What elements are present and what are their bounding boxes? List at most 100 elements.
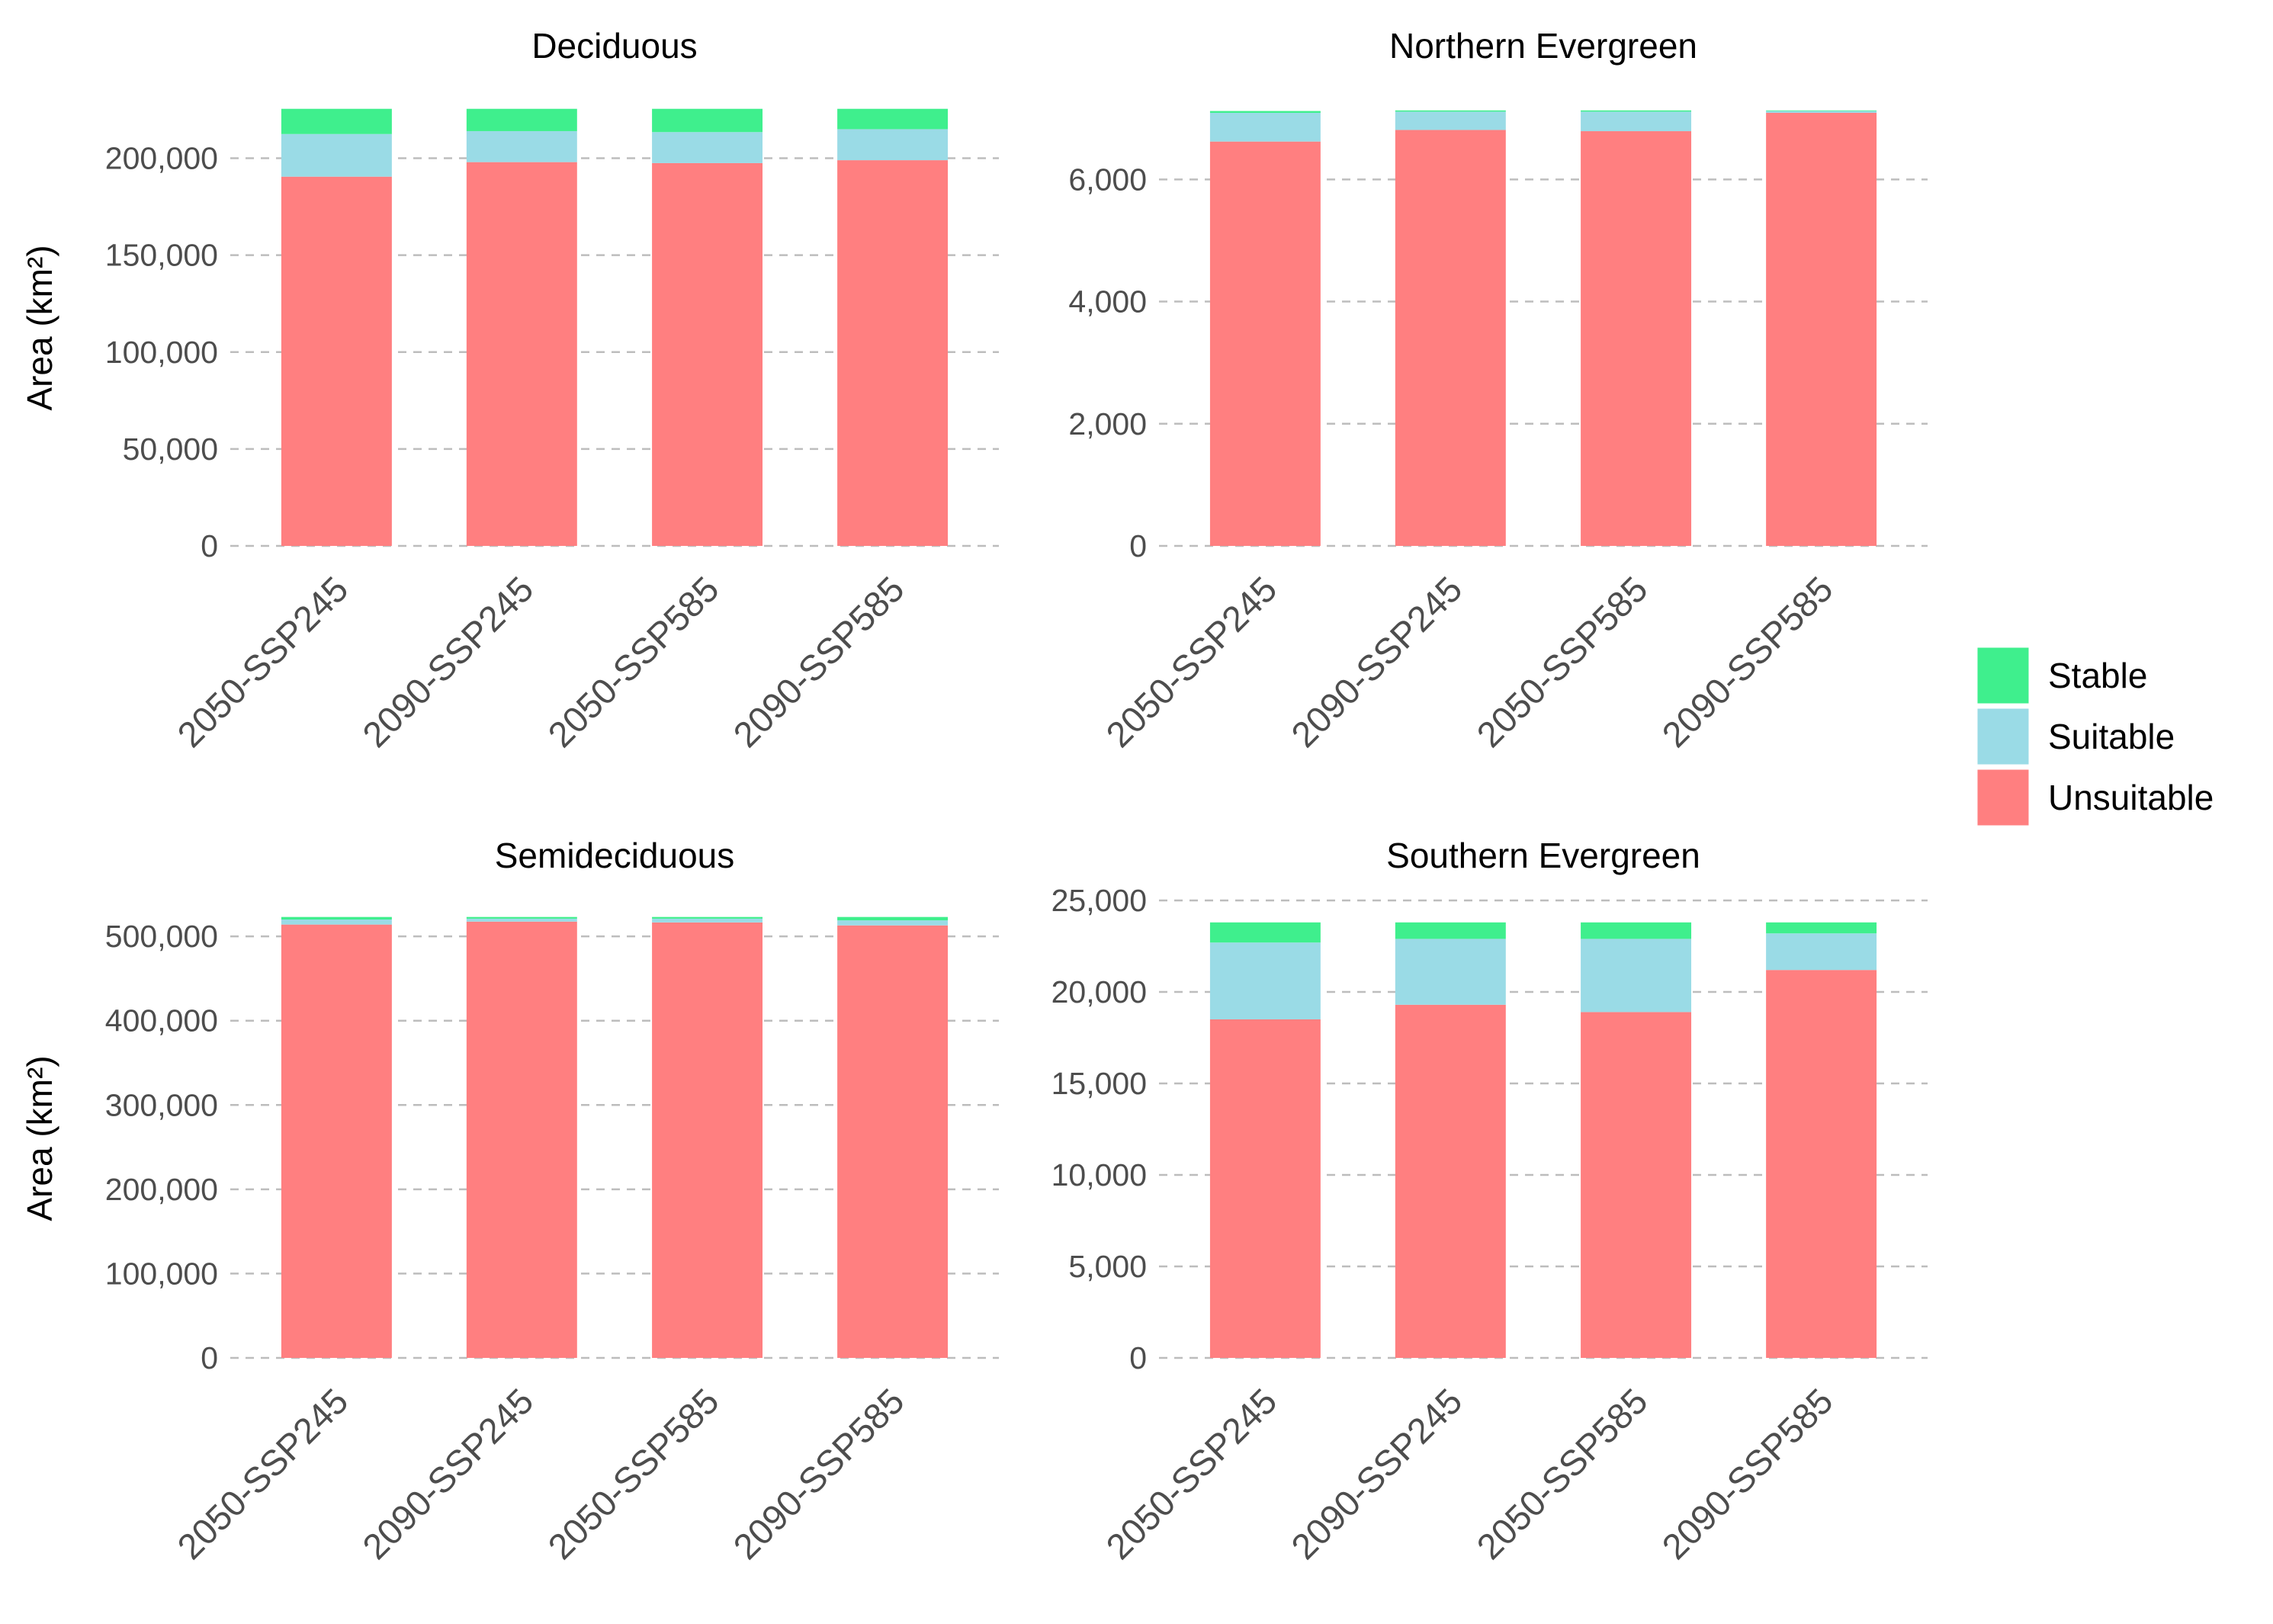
x-tick-label: 2050-SSP245 <box>169 1381 355 1567</box>
bar-stable <box>281 108 392 134</box>
y-tick-label: 0 <box>201 528 218 563</box>
bar-suitable <box>837 920 949 926</box>
y-axis-title: Area (km²) <box>20 245 59 410</box>
legend-swatch-suitable <box>1975 706 2031 767</box>
legend-label: Stable <box>2048 656 2147 695</box>
bar-suitable <box>466 918 577 922</box>
y-tick-label: 150,000 <box>105 238 218 273</box>
x-tick-label: 2090-SSP245 <box>1283 1381 1469 1567</box>
y-tick-label: 400,000 <box>105 1003 218 1038</box>
x-tick-label: 2050-SSP585 <box>1469 569 1655 755</box>
panel-northern-evergreen: Northern Evergreen 0 2,000 4,000 6,000 2050-S… <box>1068 26 1928 755</box>
bar-suitable <box>1395 939 1506 1005</box>
panel-title: Northern Evergreen <box>1389 26 1697 66</box>
y-tick-label: 20,000 <box>1051 974 1147 1009</box>
legend-label: Unsuitable <box>2048 778 2214 817</box>
y-tick-label: 25,000 <box>1051 883 1147 918</box>
bar-stable <box>1766 922 1877 934</box>
y-tick-label: 50,000 <box>123 432 218 467</box>
bar-stable <box>1581 922 1692 939</box>
bar-suitable <box>1581 939 1692 1013</box>
bar-stable <box>1395 922 1506 939</box>
y-tick-label: 15,000 <box>1051 1066 1147 1101</box>
x-tick-label: 2090-SSP245 <box>1283 569 1469 755</box>
bar-stable <box>837 916 949 921</box>
bar-unsuitable <box>281 924 392 1358</box>
panel-deciduous: Deciduous Area (km²) 0 50,000 100,000 150,000… <box>20 26 999 755</box>
legend-swatch-stable <box>1975 645 2031 706</box>
bar-suitable <box>1395 111 1506 130</box>
x-tick-label: 2050-SSP585 <box>1469 1381 1655 1567</box>
bar-suitable <box>281 920 392 925</box>
bar-suitable <box>281 133 392 177</box>
bar-unsuitable <box>1395 1004 1506 1358</box>
bar-suitable <box>1766 933 1877 971</box>
bar-unsuitable <box>837 160 949 546</box>
panel-title: Deciduous <box>531 26 697 66</box>
bar-suitable <box>837 129 949 161</box>
bar-suitable <box>466 130 577 162</box>
x-tick-label: 2090-SSP585 <box>1654 1381 1840 1567</box>
y-axis-title: Area (km²) <box>20 1055 59 1221</box>
y-tick-label: 200,000 <box>105 1172 218 1207</box>
y-tick-label: 500,000 <box>105 919 218 954</box>
bar-unsuitable <box>837 925 949 1358</box>
y-tick-label: 0 <box>1129 1340 1147 1375</box>
bar-stable <box>652 916 763 919</box>
legend: Stable Suitable Unsuitable <box>1975 645 2214 828</box>
bar-stable <box>837 108 949 130</box>
bar-stable <box>1395 110 1506 112</box>
y-tick-label: 2,000 <box>1068 406 1147 441</box>
bar-unsuitable <box>1581 1012 1692 1358</box>
x-tick-label: 2050-SSP245 <box>169 569 355 755</box>
x-tick-label: 2090-SSP245 <box>355 1381 541 1567</box>
bar-stable <box>466 108 577 131</box>
bar-unsuitable <box>1395 130 1506 546</box>
bar-unsuitable <box>281 176 392 546</box>
panel-semideciduous: Semideciduous Area (km²) 0 100,000 200,000 30… <box>20 836 999 1567</box>
bar-suitable <box>1209 113 1321 142</box>
x-tick-label: 2050-SSP585 <box>540 569 726 755</box>
x-tick-label: 2090-SSP585 <box>725 569 911 755</box>
bar-unsuitable <box>1209 1019 1321 1358</box>
bar-unsuitable <box>652 922 763 1358</box>
y-tick-label: 300,000 <box>105 1087 218 1122</box>
x-tick-label: 2090-SSP585 <box>1654 569 1840 755</box>
bar-suitable <box>652 918 763 923</box>
bar-suitable <box>652 132 763 163</box>
bar-stable <box>1209 111 1321 114</box>
y-tick-label: 10,000 <box>1051 1157 1147 1192</box>
bar-unsuitable <box>1766 113 1877 546</box>
y-tick-label: 4,000 <box>1068 284 1147 319</box>
panel-title: Southern Evergreen <box>1386 836 1700 875</box>
y-tick-label: 0 <box>1129 528 1147 563</box>
bar-stable <box>652 108 763 133</box>
legend-label: Suitable <box>2048 717 2175 756</box>
x-tick-label: 2090-SSP585 <box>725 1381 911 1567</box>
x-tick-label: 2050-SSP245 <box>1098 569 1284 755</box>
bar-unsuitable <box>652 162 763 546</box>
bar-suitable <box>1766 111 1877 114</box>
bar-unsuitable <box>466 162 577 546</box>
x-tick-label: 2050-SSP245 <box>1098 1381 1284 1567</box>
bar-unsuitable <box>1209 141 1321 546</box>
bar-suitable <box>1581 111 1692 132</box>
panel-title: Semideciduous <box>495 836 735 875</box>
y-tick-label: 0 <box>201 1340 218 1375</box>
y-tick-label: 6,000 <box>1068 162 1147 197</box>
x-tick-label: 2050-SSP585 <box>540 1381 726 1567</box>
bar-stable <box>1209 922 1321 943</box>
y-tick-label: 5,000 <box>1068 1249 1147 1284</box>
bar-unsuitable <box>1766 970 1877 1358</box>
panel-southern-evergreen: Southern Evergreen 0 5,000 10,000 15,000 20,0… <box>1051 836 1928 1567</box>
bar-stable <box>1581 110 1692 112</box>
bar-stable <box>281 916 392 920</box>
y-tick-label: 200,000 <box>105 141 218 176</box>
bar-stable <box>466 916 577 919</box>
bar-unsuitable <box>1581 131 1692 547</box>
bar-suitable <box>1209 942 1321 1019</box>
y-tick-label: 100,000 <box>105 1256 218 1291</box>
y-tick-label: 100,000 <box>105 335 218 370</box>
legend-swatch-unsuitable <box>1975 767 2031 828</box>
